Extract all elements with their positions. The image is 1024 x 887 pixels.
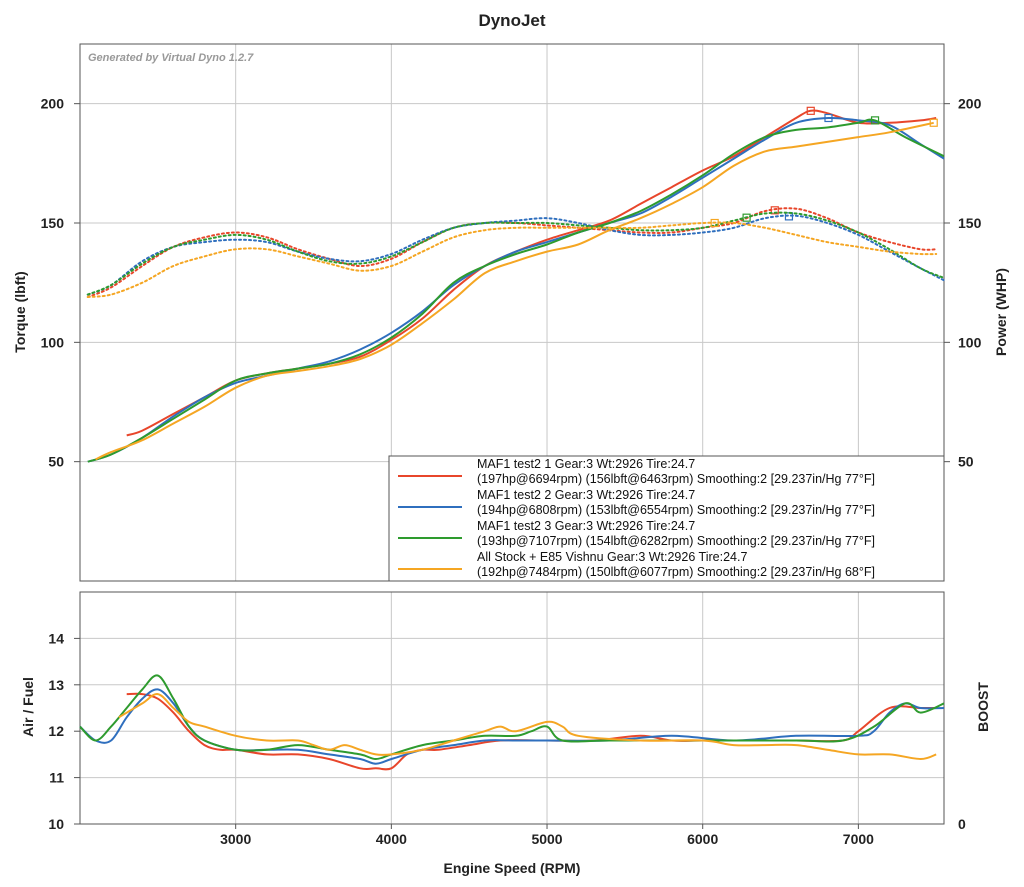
torque-axis-title: Torque (lbft) bbox=[12, 271, 28, 352]
air-fuel-line-3 bbox=[79, 674, 945, 761]
power-line-4 bbox=[86, 221, 938, 298]
x-axis-title: Engine Speed (RPM) bbox=[444, 860, 581, 876]
peak-power-marker-3 bbox=[870, 116, 880, 125]
legend-detail-4: (192hp@7484rpm) (150lbft@6077rpm) Smooth… bbox=[477, 565, 875, 579]
air-fuel-ticks: 3000 4000 5000 6000 7000 10 11 12 13 14 0 bbox=[48, 630, 966, 847]
air-fuel-tick-label: 10 bbox=[48, 816, 64, 832]
torque-line-4 bbox=[95, 121, 934, 461]
boost-axis-title: BOOST bbox=[975, 682, 991, 732]
torque-power-ticks: 50 50 100 100 150 150 200 200 bbox=[41, 96, 982, 470]
rpm-tick-label: 7000 bbox=[843, 831, 874, 847]
torque-tick-label: 200 bbox=[41, 96, 65, 112]
legend-name-3: MAF1 test2 3 Gear:3 Wt:2926 Tire:24.7 bbox=[477, 519, 695, 533]
peak-torque-marker-1 bbox=[770, 206, 779, 215]
air-fuel-series bbox=[79, 674, 945, 771]
power-tick-label: 150 bbox=[958, 215, 982, 231]
rpm-tick-label: 6000 bbox=[687, 831, 718, 847]
rpm-tick-label: 5000 bbox=[531, 831, 562, 847]
chart-title: DynoJet bbox=[478, 11, 545, 30]
air-fuel-grid bbox=[80, 592, 944, 824]
power-axis-title: Power (WHP) bbox=[993, 268, 1009, 356]
air-fuel-tick-label: 11 bbox=[49, 770, 64, 786]
torque-power-series bbox=[86, 106, 945, 463]
peak-torque-marker-4 bbox=[710, 218, 719, 228]
legend-detail-3: (193hp@7107rpm) (154lbft@6282rpm) Smooth… bbox=[477, 534, 875, 548]
power-line-2 bbox=[86, 214, 945, 296]
peak-power-marker-4 bbox=[929, 118, 938, 127]
torque-line-3 bbox=[87, 118, 945, 463]
torque-tick-label: 50 bbox=[48, 454, 64, 470]
air-fuel-tick-label: 12 bbox=[48, 723, 64, 739]
legend-name-4: All Stock + E85 Vishnu Gear:3 Wt:2926 Ti… bbox=[477, 550, 747, 564]
air-fuel-line-2 bbox=[79, 688, 945, 765]
power-tick-label: 200 bbox=[958, 96, 982, 112]
air-fuel-plot-frame bbox=[79, 591, 945, 825]
air-fuel-axis-title: Air / Fuel bbox=[20, 677, 36, 737]
legend-name-2: MAF1 test2 2 Gear:3 Wt:2926 Tire:24.7 bbox=[477, 488, 695, 502]
air-fuel-tick-label: 13 bbox=[48, 677, 64, 693]
power-tick-label: 50 bbox=[958, 454, 974, 470]
legend-box bbox=[388, 455, 945, 582]
peak-power-marker-1 bbox=[806, 106, 815, 115]
legend-detail-2: (194hp@6808rpm) (153lbft@6554rpm) Smooth… bbox=[477, 503, 875, 517]
generator-note: Generated by Virtual Dyno 1.2.7 bbox=[88, 52, 254, 64]
air-fuel-tick-label: 14 bbox=[48, 630, 64, 646]
air-fuel-line-4 bbox=[118, 693, 937, 761]
legend: MAF1 test2 1 Gear:3 Wt:2926 Tire:24.7(19… bbox=[388, 455, 945, 582]
torque-line-1 bbox=[126, 109, 937, 437]
legend-name-1: MAF1 test2 1 Gear:3 Wt:2926 Tire:24.7 bbox=[477, 457, 695, 471]
power-tick-label: 100 bbox=[958, 334, 982, 350]
rpm-tick-label: 3000 bbox=[220, 831, 251, 847]
peak-power-marker-2 bbox=[824, 113, 833, 123]
rpm-tick-label: 4000 bbox=[376, 831, 407, 847]
boost-tick-label: 0 bbox=[958, 816, 966, 832]
power-line-3 bbox=[86, 211, 945, 296]
peak-torque-marker-3 bbox=[742, 213, 751, 222]
torque-line-2 bbox=[87, 116, 945, 463]
torque-tick-label: 100 bbox=[41, 334, 65, 350]
torque-tick-label: 150 bbox=[41, 215, 65, 231]
legend-detail-1: (197hp@6694rpm) (156lbft@6463rpm) Smooth… bbox=[477, 472, 875, 486]
